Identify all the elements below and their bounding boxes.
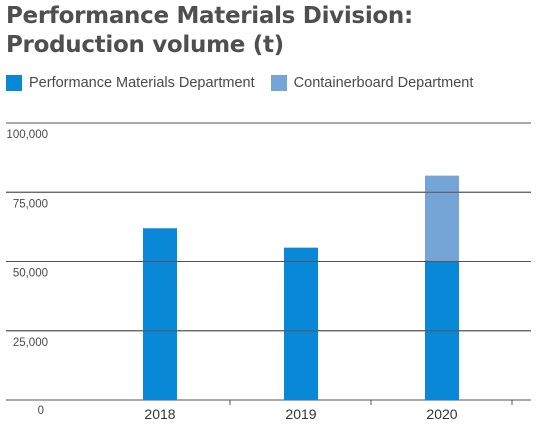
legend-item-containerboard: Containerboard Department <box>270 75 474 91</box>
chart-title-line-1: Performance Materials Division: <box>6 3 413 29</box>
x-category-label-2019: 2019 <box>285 406 316 422</box>
legend-label-containerboard: Containerboard Department <box>293 75 474 91</box>
chart-title: Performance Materials Division: Producti… <box>6 2 413 60</box>
x-category-label-2018: 2018 <box>144 406 175 422</box>
legend-item-performance-materials: Performance Materials Department <box>6 75 255 91</box>
legend-label-performance-materials: Performance Materials Department <box>29 75 255 91</box>
x-category-label-2020: 2020 <box>426 406 457 422</box>
y-tick-label-0: 0 <box>38 405 44 417</box>
bar-2020-series-1 <box>425 175 459 262</box>
chart-title-line-2: Production volume (t) <box>6 32 284 58</box>
y-tick-label-50000: 50,000 <box>13 268 48 280</box>
x-axis-category-labels: 2018 2019 2020 <box>144 400 513 422</box>
y-tick-label-100000: 100,000 <box>6 129 48 141</box>
y-tick-label-75000: 75,000 <box>13 198 48 210</box>
bar-2019-series-0 <box>284 247 318 400</box>
bar-2018-series-0 <box>143 228 177 400</box>
legend: Performance Materials Department Contain… <box>6 73 489 93</box>
y-tick-label-25000: 25,000 <box>13 337 48 349</box>
y-axis-tick-labels: 0 25,000 50,000 75,000 100,000 <box>6 129 48 417</box>
legend-swatch-performance-materials <box>6 75 22 91</box>
bars <box>6 122 531 400</box>
legend-swatch-containerboard <box>270 75 287 91</box>
